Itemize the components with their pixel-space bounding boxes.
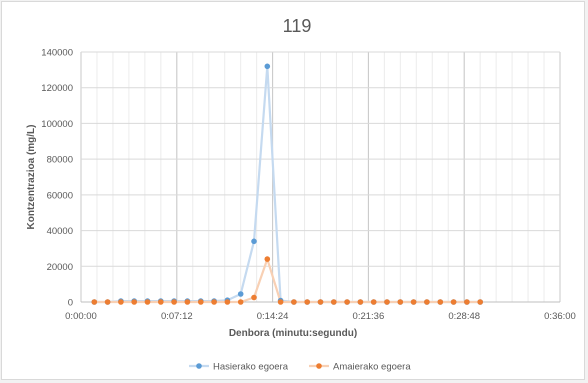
legend: Hasierako egoera Amaierako egoera [189,362,411,373]
legend-marker [316,363,322,369]
data-point [237,299,244,305]
data-point [91,299,98,305]
x-axis-title: Denbora (minutu:segundu) [229,328,357,339]
data-point [277,299,284,305]
data-point [317,299,324,305]
data-point [291,299,297,305]
data-point [450,299,457,305]
data-point [370,299,377,305]
chart-title: 119 [283,16,312,36]
data-point [384,299,390,305]
data-point [104,299,111,305]
data-point [410,299,417,305]
data-point [237,291,244,297]
legend-entry: Amaierako egoera [333,362,411,373]
y-tick-labels: 0 20000 40000 60000 80000 100000 120000 140000 [41,48,73,309]
y-tick-label: 0 [68,298,73,309]
y-axis-title: Kontzentrazioa (mg/L) [26,125,37,230]
x-tick-label: 0:36:00 [544,311,576,322]
data-point [397,299,404,305]
grid-lines [80,51,561,303]
y-tick-label: 120000 [41,83,73,94]
data-point [437,299,444,305]
series-line-2 [94,258,481,304]
data-point [264,63,271,70]
series-points [91,63,484,305]
data-point [171,299,177,305]
y-tick-label: 40000 [47,226,73,237]
y-tick-label: 20000 [47,262,73,273]
data-point [464,299,470,305]
y-tick-label: 80000 [47,155,73,166]
data-point [211,299,217,305]
x-tick-label: 0:07:12 [161,311,193,322]
x-tick-label: 0:28:48 [448,311,480,322]
y-tick-label: 60000 [47,190,73,201]
y-tick-label: 140000 [41,48,73,59]
legend-entry: Hasierako egoera [213,362,289,373]
y-tick-label: 100000 [41,119,73,130]
data-point [251,238,257,245]
legend-marker [196,363,202,369]
data-point [251,294,257,301]
data-point [344,299,350,305]
data-point [424,299,430,305]
data-point [144,299,151,305]
data-point [118,299,124,305]
data-point [158,299,164,305]
data-point [331,299,337,305]
data-point [304,299,311,305]
data-point [131,299,137,305]
x-tick-labels: 0:00:00 0:07:12 0:14:24 0:21:36 0:28:48 0:36:… [65,311,576,322]
data-point [357,299,364,305]
data-point [264,256,271,262]
data-point [477,299,484,305]
data-point [224,299,231,305]
x-tick-label: 0:14:24 [257,311,289,322]
x-tick-label: 0:00:00 [65,311,97,322]
data-point [198,299,204,305]
x-tick-label: 0:21:36 [353,311,385,322]
data-point [184,299,191,305]
